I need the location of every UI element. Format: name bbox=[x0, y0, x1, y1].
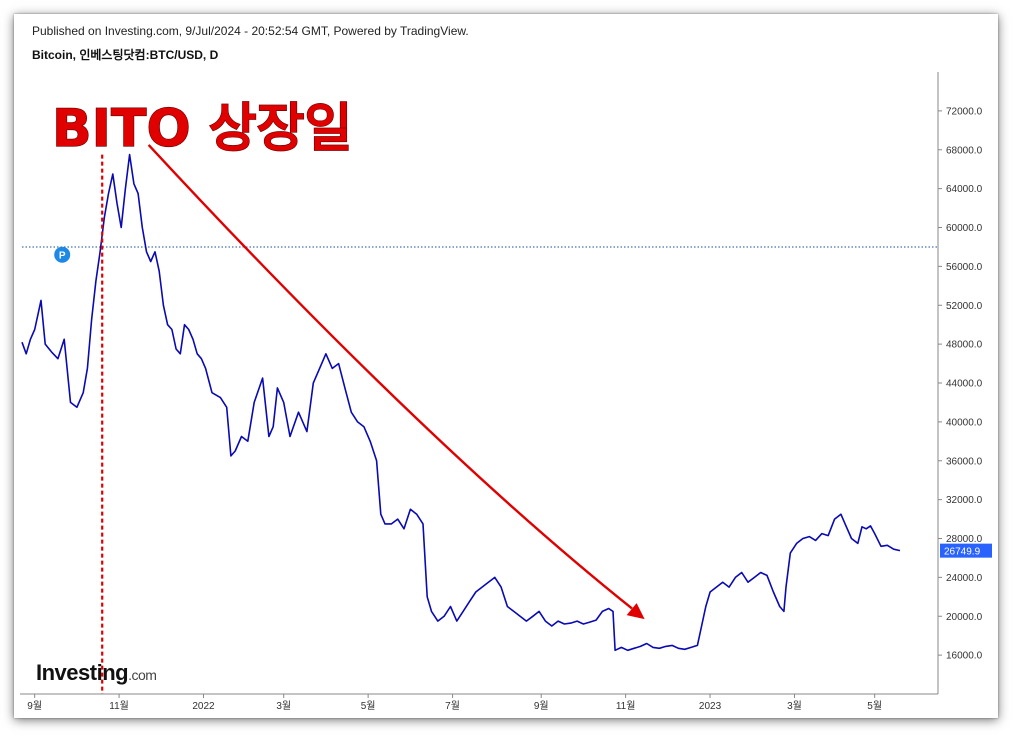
plot-area: BITO 상장일 P 26749.9 bbox=[21, 98, 992, 694]
last-price-box bbox=[940, 543, 992, 558]
x-tick-label: 3월 bbox=[787, 700, 802, 712]
logo-name: Investing bbox=[36, 660, 129, 685]
x-tick-label: 9월 bbox=[534, 700, 549, 712]
trend-arrow-head bbox=[626, 603, 645, 620]
y-axis: 16000.0 20000.0 24000.0 28000.0 32000.0 36000… bbox=[20, 72, 983, 695]
y-tick-label: 64000.0 bbox=[946, 184, 983, 195]
y-tick-label: 60000.0 bbox=[946, 223, 983, 234]
y-tick-label: 32000.0 bbox=[946, 495, 983, 506]
symbol-title: Bitcoin, 인베스팅닷컴:BTC/USD, D bbox=[32, 48, 219, 62]
p-badge-letter: P bbox=[59, 251, 66, 262]
x-tick-label: 11월 bbox=[109, 700, 129, 712]
y-tick-label: 20000.0 bbox=[946, 612, 983, 623]
x-tick-label: 11월 bbox=[616, 700, 636, 712]
logo-suffix: .com bbox=[128, 667, 157, 683]
y-tick-label: 24000.0 bbox=[946, 573, 983, 584]
x-tick-label: 2023 bbox=[699, 701, 722, 712]
x-tick-label: 7월 bbox=[445, 700, 460, 712]
p-badge bbox=[54, 246, 71, 263]
investing-logo: Investing.com bbox=[36, 660, 157, 686]
y-tick-label: 36000.0 bbox=[946, 456, 983, 467]
x-axis: 9월 11월 2022 3월 5월 7월 9월 11월 2023 3월 5월 bbox=[27, 694, 882, 712]
x-tick-label: 5월 bbox=[867, 700, 882, 712]
x-tick-label: 5월 bbox=[361, 700, 376, 712]
price-series-line bbox=[21, 153, 901, 652]
trend-arrow-line bbox=[147, 144, 633, 610]
x-tick-label: 2022 bbox=[192, 701, 215, 712]
y-tick-label: 40000.0 bbox=[946, 417, 983, 428]
x-tick-label: 9월 bbox=[27, 700, 42, 712]
last-price-label: 26749.9 bbox=[944, 547, 981, 558]
y-tick-label: 56000.0 bbox=[946, 262, 983, 273]
y-tick-label: 48000.0 bbox=[946, 340, 983, 351]
y-tick-label: 68000.0 bbox=[946, 145, 983, 156]
bito-annotation: BITO 상장일 bbox=[52, 99, 352, 159]
y-tick-label: 16000.0 bbox=[946, 651, 983, 662]
published-note: Published on Investing.com, 9/Jul/2024 -… bbox=[32, 24, 469, 38]
y-tick-label: 72000.0 bbox=[946, 106, 983, 117]
y-tick-label: 28000.0 bbox=[946, 534, 983, 545]
x-tick-label: 3월 bbox=[276, 700, 291, 712]
y-tick-label: 44000.0 bbox=[946, 379, 983, 390]
y-tick-label: 52000.0 bbox=[946, 301, 983, 312]
